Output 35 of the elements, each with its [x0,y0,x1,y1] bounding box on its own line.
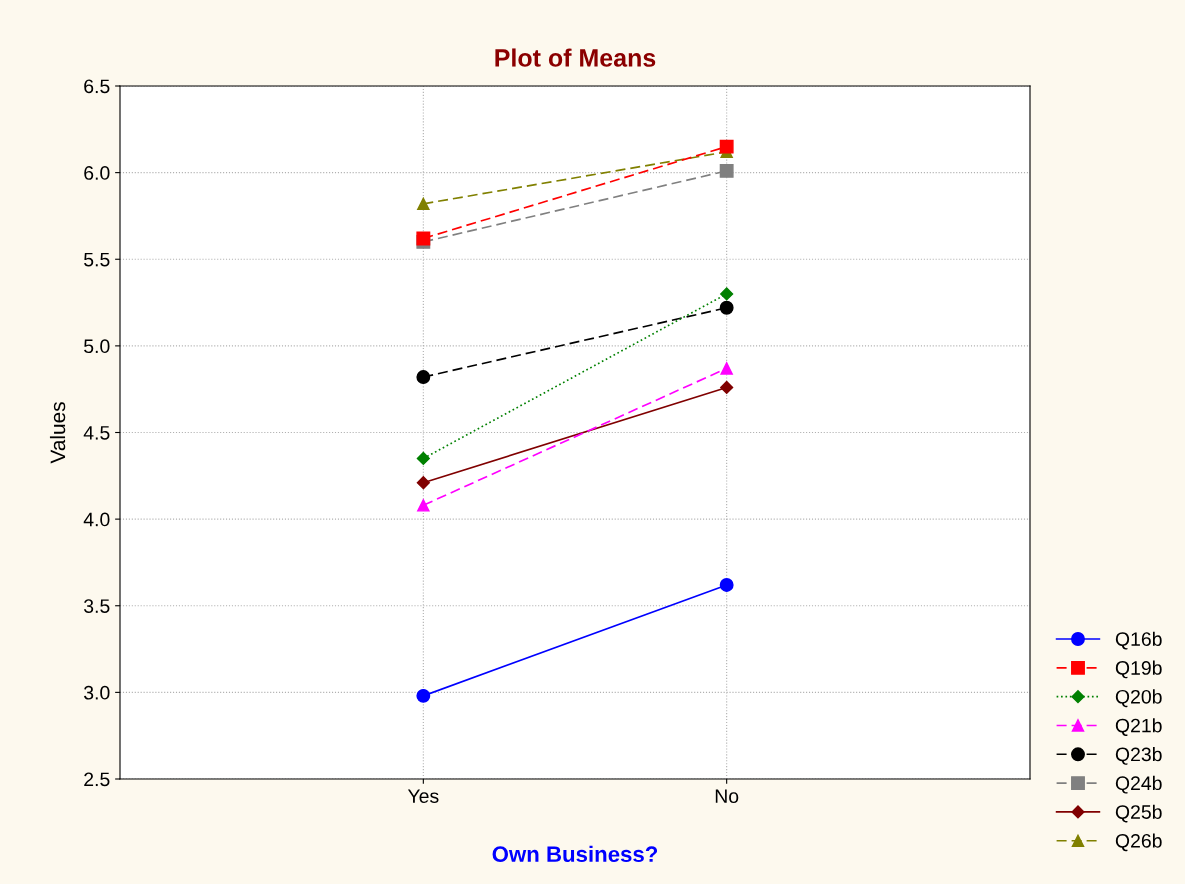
point [719,300,734,315]
y-axis-title: Values [49,402,66,464]
point [720,287,734,301]
y-tick-label: 6.0 [84,166,110,180]
point [417,197,430,211]
y-tick-label: 4.5 [83,426,110,440]
x-tick-label: Yes [407,789,439,803]
point [719,578,734,592]
legend-label: Q20b [1115,689,1162,708]
legend-label: Q16b [1115,631,1162,650]
point [416,476,430,490]
point [720,380,734,395]
y-tick-label: 5.0 [84,339,110,354]
legend-label: Q25b [1115,804,1162,823]
y-tick-label: 3.0 [83,685,110,700]
point [720,362,733,375]
y-tick-label: 4.0 [83,512,110,527]
point [719,163,734,178]
x-tick-label: No [715,789,739,803]
legend-label: Q23b [1115,747,1162,765]
point [416,688,431,703]
y-tick-label: 3.5 [83,599,110,613]
chart-title: Plot of Means [495,48,656,67]
x-axis-title: Own Business? [492,845,658,863]
legend-label: Q21b [1115,718,1162,736]
y-tick-label: 2.5 [84,772,110,787]
legend-label: Q19b [1115,660,1162,679]
point [417,499,430,512]
point [719,139,734,154]
point [416,451,430,466]
legend-label: Q24b [1115,775,1162,794]
y-tick-label: 6.5 [84,79,110,94]
point [416,370,431,385]
y-tick-label: 5.5 [84,252,110,267]
legend-label: Q26b [1115,833,1162,852]
